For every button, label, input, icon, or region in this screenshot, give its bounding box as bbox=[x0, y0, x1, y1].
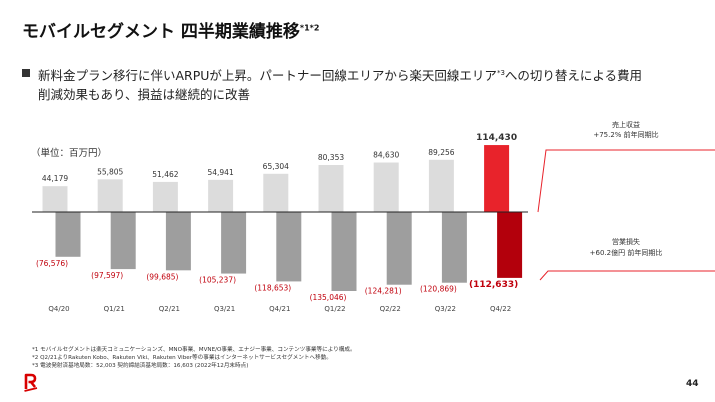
x-tick-label: Q1/22 bbox=[324, 305, 345, 313]
revenue-bar-Q3-21 bbox=[208, 179, 234, 212]
x-tick-label: Q3/22 bbox=[435, 305, 456, 313]
page-number: 44 bbox=[686, 379, 699, 389]
loss-bar-Q3-22 bbox=[441, 212, 467, 283]
footnote-1: *1 モバイルセグメントは楽天コミュニケーションズ、MNO事業、MVNE/O事業… bbox=[32, 347, 356, 353]
loss-data-label: (76,576) bbox=[36, 259, 68, 268]
footnote-3: *3 電波発射済基地局数：52,003 契約締結済基地局数：16,603 (20… bbox=[32, 363, 249, 369]
summary-text: 新料金プラン移行に伴いARPUが上昇。パートナー回線エリアから楽天回線エリア*3… bbox=[38, 64, 698, 104]
revenue-bar-Q4-20 bbox=[42, 186, 68, 212]
revenue-data-label: 84,630 bbox=[373, 150, 399, 159]
page-title-footnote-mark: *1*2 bbox=[299, 23, 320, 33]
x-tick-label: Q4/20 bbox=[48, 305, 69, 313]
loss-data-label: (118,653) bbox=[254, 283, 291, 292]
revenue-data-label: 80,353 bbox=[318, 153, 344, 162]
page-title-text: モバイルセグメント 四半期業績推移 bbox=[22, 22, 300, 42]
loss-data-label: (135,046) bbox=[310, 293, 347, 302]
loss-bar-Q4-20 bbox=[55, 212, 81, 257]
unit-label: （単位：百万円） bbox=[31, 148, 108, 159]
chart-bars bbox=[42, 145, 523, 292]
summary-line1b: への切り替えによる費用 bbox=[504, 68, 643, 84]
revenue-data-label: 89,256 bbox=[428, 148, 454, 157]
footnotes: *1 モバイルセグメントは楽天コミュニケーションズ、MNO事業、MVNE/O事業… bbox=[32, 346, 356, 370]
revenue-callout-title: 売上収益 bbox=[612, 120, 640, 129]
loss-bar-Q3-21 bbox=[221, 212, 247, 274]
loss-data-label: (124,281) bbox=[365, 287, 402, 296]
loss-data-label: (105,237) bbox=[199, 276, 236, 285]
revenue-callout-bracket bbox=[537, 149, 715, 213]
revenue-bar-Q1-22 bbox=[318, 164, 344, 212]
loss-data-label: (97,597) bbox=[91, 271, 123, 280]
summary-line1a: 新料金プラン移行に伴いARPUが上昇。パートナー回線エリアから楽天回線エリア bbox=[38, 68, 497, 84]
loss-callout: 営業損失 +60.2億円 前年同期比 bbox=[539, 237, 715, 281]
loss-callout-title: 営業損失 bbox=[612, 237, 640, 246]
rakuten-logo-icon bbox=[24, 373, 38, 392]
revenue-data-label: 114,430 bbox=[476, 133, 517, 143]
x-tick-label: Q2/21 bbox=[159, 305, 180, 313]
footnote-2: *2 Q2/21よりRakuten Kobo、Rakuten Viki、Raku… bbox=[32, 355, 332, 361]
loss-callout-bracket bbox=[539, 270, 715, 281]
x-tick-label: Q4/21 bbox=[269, 305, 290, 313]
loss-bar-Q1-21 bbox=[110, 212, 136, 270]
revenue-bar-Q4-22 bbox=[484, 145, 510, 212]
chart-labels: 44,179 (76,576) Q4/20 55,805 (97,597) Q1/21 51… bbox=[36, 133, 518, 313]
revenue-data-label: 51,462 bbox=[152, 170, 178, 179]
revenue-callout-yoy: +75.2% 前年同期比 bbox=[593, 130, 658, 139]
summary-footnote-mark: *3 bbox=[496, 69, 505, 77]
loss-data-label: (99,685) bbox=[146, 272, 178, 281]
revenue-data-label: 54,941 bbox=[207, 168, 233, 177]
bullet-square-icon bbox=[22, 69, 30, 77]
loss-bar-Q1-22 bbox=[331, 212, 357, 292]
revenue-bar-Q3-22 bbox=[428, 159, 454, 212]
revenue-bar-Q1-21 bbox=[97, 179, 123, 212]
revenue-data-label: 55,805 bbox=[97, 167, 123, 176]
loss-bar-Q4-21 bbox=[276, 212, 302, 282]
revenue-bar-Q2-22 bbox=[373, 162, 399, 212]
page-title: モバイルセグメント 四半期業績推移*1*2 bbox=[22, 17, 319, 42]
x-tick-label: Q3/21 bbox=[214, 305, 235, 313]
revenue-bar-Q2-21 bbox=[152, 181, 178, 212]
loss-bar-Q2-21 bbox=[165, 212, 191, 271]
loss-data-label: (112,633) bbox=[469, 280, 518, 290]
revenue-callout: 売上収益 +75.2% 前年同期比 bbox=[537, 120, 715, 213]
summary-line2: 削減効果もあり、損益は継続的に改善 bbox=[38, 87, 251, 103]
loss-bar-Q4-22 bbox=[497, 212, 523, 278]
loss-callout-yoy: +60.2億円 前年同期比 bbox=[590, 248, 663, 257]
revenue-data-label: 65,304 bbox=[263, 162, 289, 171]
x-tick-label: Q2/22 bbox=[380, 305, 401, 313]
revenue-data-label: 44,179 bbox=[42, 174, 68, 183]
revenue-bar-Q4-21 bbox=[263, 173, 289, 212]
loss-bar-Q2-22 bbox=[386, 212, 412, 285]
x-tick-label: Q1/21 bbox=[104, 305, 125, 313]
x-tick-label: Q4/22 bbox=[490, 305, 511, 313]
loss-data-label: (120,869) bbox=[420, 285, 457, 294]
